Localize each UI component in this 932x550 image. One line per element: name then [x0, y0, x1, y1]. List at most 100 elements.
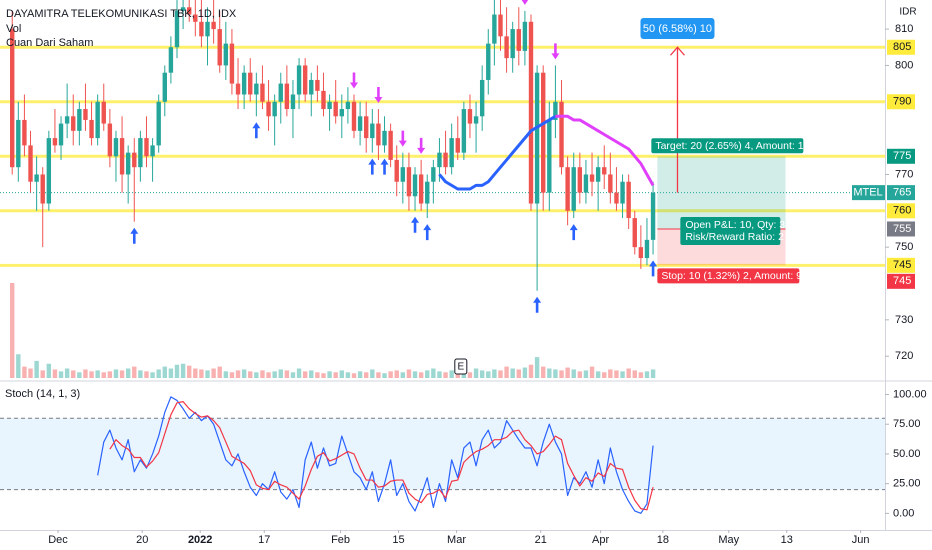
candle-body — [345, 101, 351, 110]
volume-bar — [58, 371, 64, 378]
candle-body — [327, 101, 332, 110]
volume-bar — [321, 373, 326, 378]
x-tick-label: 20 — [136, 534, 148, 546]
volume-bar — [608, 369, 613, 378]
x-tick-label: Dec — [48, 534, 68, 546]
candle-body — [315, 79, 320, 91]
candle-body — [620, 181, 625, 204]
candle-body — [376, 123, 381, 146]
candle-body — [498, 14, 503, 37]
stoch-title: Stoch (14, 1, 3) — [5, 388, 80, 400]
volume-bar — [504, 366, 509, 378]
overlay-labels: DAYAMITRA TELEKOMUNIKASI TBK, 1D, IDX Vo… — [5, 7, 917, 400]
candle-body — [16, 119, 21, 168]
stoch-y-tick-label: 50.00 — [893, 448, 921, 460]
volume-bar — [302, 371, 308, 378]
volume-bar — [473, 368, 479, 378]
volume-bar — [217, 366, 222, 378]
volume-bar — [150, 372, 155, 378]
candle-body — [254, 83, 259, 95]
volume-bar — [34, 360, 39, 378]
volume-bar — [351, 373, 357, 378]
candle-body — [132, 152, 137, 168]
candle-body — [577, 167, 583, 193]
price-badge — [887, 94, 915, 110]
volume-bar — [437, 371, 442, 378]
volume-bar — [180, 363, 186, 378]
volume-bar — [571, 369, 576, 378]
volume-bar — [492, 369, 497, 378]
candle-body — [339, 109, 344, 117]
candle-body — [602, 167, 607, 175]
volume-bar — [449, 370, 454, 378]
candle-body — [272, 101, 277, 117]
volume-bar — [46, 363, 52, 378]
candle-body — [180, 7, 186, 11]
candle-body — [449, 138, 454, 168]
volume-bar — [364, 372, 369, 378]
last-price-badge — [887, 185, 915, 201]
sell-signal — [350, 72, 358, 89]
volume-bar — [357, 371, 363, 378]
candle-body — [388, 130, 393, 160]
volume-bar — [498, 370, 503, 378]
volume-bar — [229, 372, 235, 378]
volume-bar — [71, 370, 76, 378]
candle-body — [309, 79, 314, 95]
x-tick-label: 17 — [258, 534, 270, 546]
price-badge-label: 755 — [893, 223, 911, 235]
y-tick-label: 750 — [895, 241, 913, 253]
price-badge — [887, 221, 915, 237]
volume-bar — [132, 366, 137, 378]
candle-body — [113, 138, 119, 157]
candle-body — [235, 83, 241, 95]
candle-body — [34, 174, 39, 182]
volume-bar — [40, 370, 45, 378]
candle-body — [10, 29, 15, 168]
volume-bar — [522, 367, 528, 378]
volume-bar — [22, 366, 27, 378]
measure-label: 50 (6.58%) 10 — [643, 23, 712, 35]
x-tick-label: 15 — [392, 534, 404, 546]
volume-bar — [394, 370, 399, 378]
volume-bar — [412, 371, 418, 378]
volume-bar — [382, 373, 387, 378]
volume-bar — [614, 370, 619, 378]
volume-bar — [107, 371, 113, 378]
price-badge — [887, 257, 915, 273]
buy-signal — [130, 227, 139, 244]
volume-bar — [156, 369, 161, 378]
x-tick-label: 2022 — [188, 534, 212, 546]
price-badge — [887, 39, 915, 55]
price-badge-label: 775 — [893, 150, 911, 162]
stoch-band — [0, 418, 885, 490]
volume-bar — [77, 372, 82, 378]
y-tick-label: 770 — [895, 168, 913, 180]
volume-bar — [119, 370, 125, 378]
x-tick-label: Feb — [331, 534, 350, 546]
candle-body — [595, 167, 601, 182]
candle-body — [541, 72, 546, 193]
volume-bar — [553, 369, 558, 378]
candle-body — [467, 109, 473, 124]
candle-body — [321, 90, 326, 110]
y-tick-label: 810 — [895, 23, 913, 35]
candle-body — [583, 174, 589, 193]
candle-body — [333, 101, 338, 117]
stop-label: Stop: 10 (1.32%) 2, Amount: 970 — [661, 270, 814, 282]
volume-bar — [345, 372, 351, 378]
buy-signal — [569, 224, 578, 241]
candle-body — [522, 21, 528, 51]
volume-bar — [602, 372, 607, 378]
volume-bar — [339, 370, 344, 378]
candle-body — [125, 152, 131, 175]
sell-signal — [374, 87, 383, 104]
target-label-bg — [651, 138, 804, 154]
volume-bar — [577, 371, 583, 378]
candle-body — [144, 138, 149, 157]
candle-body — [77, 109, 82, 131]
price-badge-label: 760 — [893, 205, 911, 217]
candle-body — [425, 181, 430, 204]
y-tick-label: 730 — [895, 314, 913, 326]
volume-bar — [10, 283, 15, 378]
